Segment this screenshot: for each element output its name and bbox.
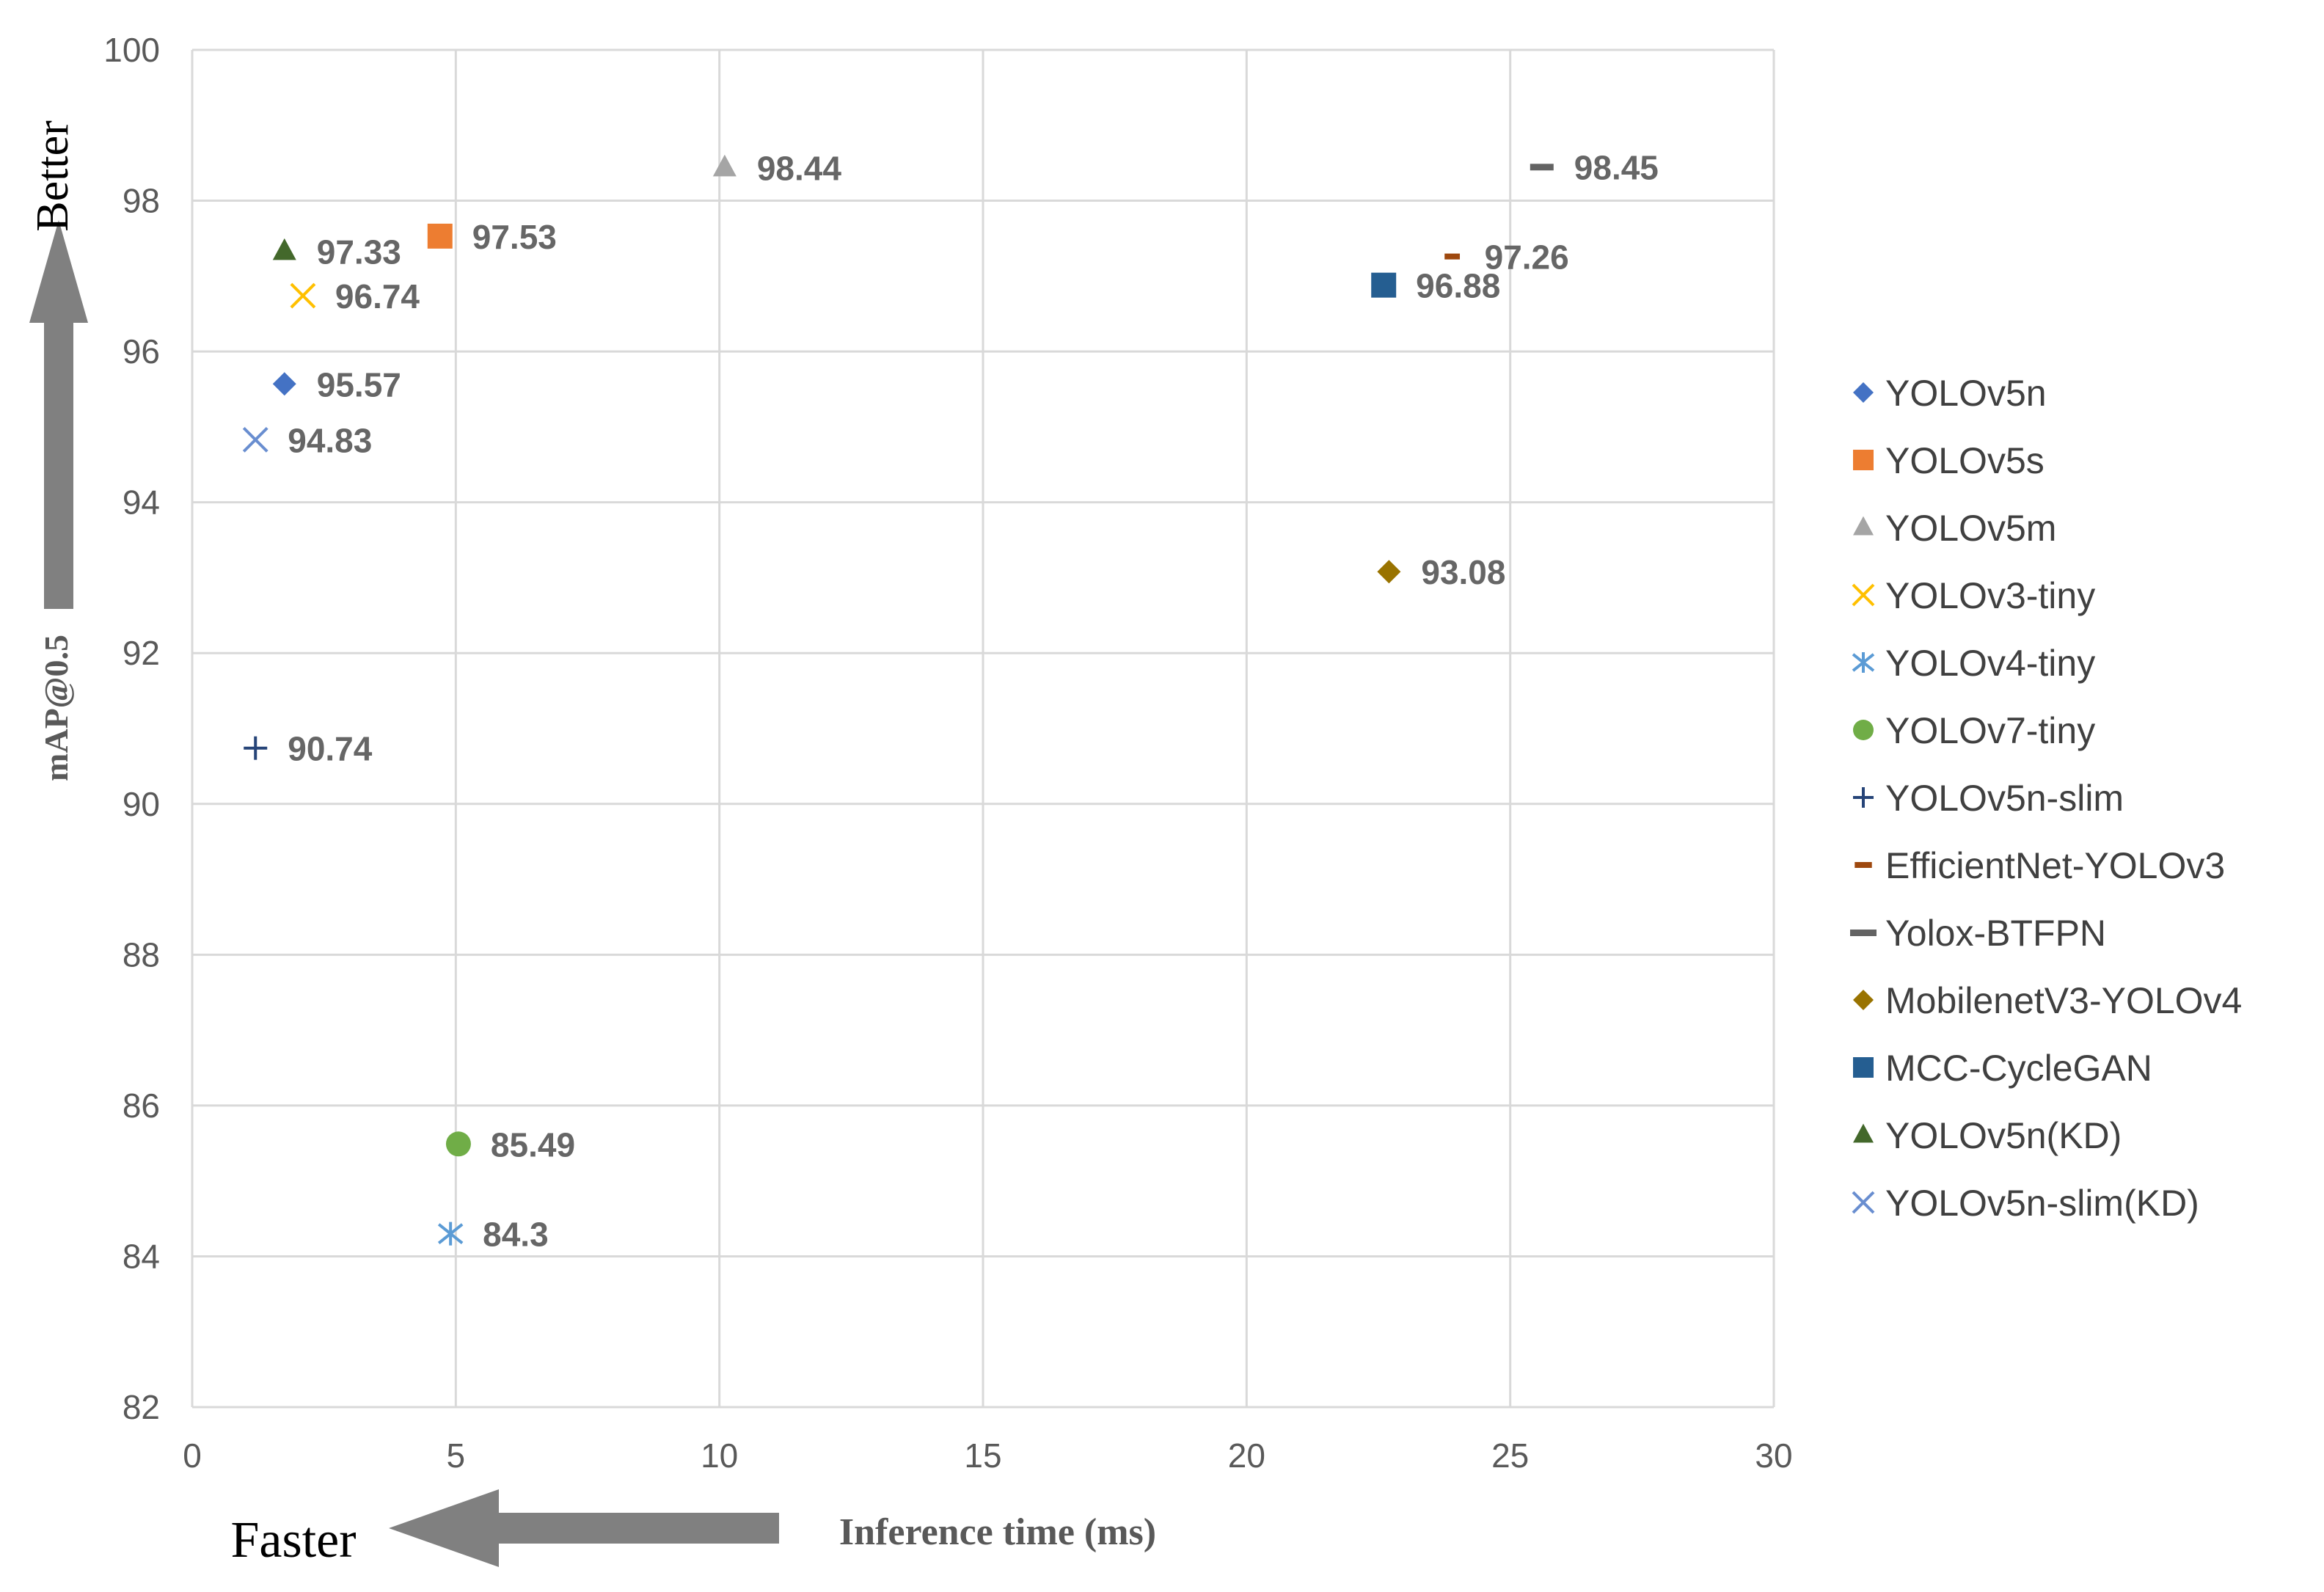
y-tick-label: 100 <box>103 31 160 69</box>
point-yolov5s <box>427 223 453 249</box>
data-label-mcc-cyclegan: 96.88 <box>1416 267 1500 305</box>
data-label-yolov7-tiny: 85.49 <box>491 1125 575 1164</box>
data-label-yolov5n-slim: 90.74 <box>288 730 373 768</box>
point-efficientnet-yolov3 <box>1444 253 1461 260</box>
better-label: Better <box>28 120 78 232</box>
point-yolov3-tiny <box>290 282 316 309</box>
better-arrow <box>29 220 88 609</box>
legend-label-yolov5n: YOLOv5n <box>1885 373 2047 414</box>
legend-marker-mobilenetv3-yolov4 <box>1853 990 1874 1010</box>
legend-label-mcc-cyclegan: MCC-CycleGAN <box>1885 1048 2152 1089</box>
x-tick-label: 30 <box>1755 1436 1792 1475</box>
data-label-yolov3-tiny: 96.74 <box>335 277 420 315</box>
data-label-yolov5n: 95.57 <box>317 365 401 404</box>
y-tick-label: 94 <box>123 483 160 522</box>
legend: YOLOv5n YOLOv5s YOLOv5m YOLOv3-tiny YOLOv4-t… <box>1850 373 2242 1224</box>
point-yolov3-tiny-stroke <box>290 282 316 309</box>
point-yolov5n-slim-kd-stroke <box>242 426 268 453</box>
data-label-yolov5n-slim-kd: 94.83 <box>288 421 372 459</box>
x-axis-title: Inference time (ms) <box>839 1511 1156 1553</box>
legend-marker-yolov4-tiny <box>1852 652 1875 673</box>
legend-marker-yolov5n-slim <box>1853 787 1874 808</box>
legend-marker-yolov5n-slim-kd <box>1852 1191 1875 1214</box>
gridlines <box>191 48 1775 1409</box>
data-labels: 95.5797.5398.4496.7484.385.4990.7497.269… <box>288 148 1659 1253</box>
y-tick-label: 82 <box>123 1388 160 1426</box>
y-tick-label: 88 <box>123 935 160 974</box>
x-tick-label: 20 <box>1228 1436 1265 1475</box>
x-tick-label: 15 <box>964 1436 1001 1475</box>
legend-marker-yolov5m <box>1853 516 1874 536</box>
legend-label-efficientnet-yolov3: EfficientNet-YOLOv3 <box>1885 845 2225 886</box>
data-label-yolox-btfpn: 98.45 <box>1574 148 1659 186</box>
x-tick-label: 0 <box>183 1436 202 1475</box>
data-label-yolov5n-kd: 97.33 <box>317 233 401 271</box>
legend-marker-yolov5n <box>1853 382 1874 403</box>
legend-marker-yolov5s <box>1853 450 1874 470</box>
legend-marker-yolov5n-slim-kd-stroke <box>1852 1191 1875 1214</box>
point-yolov5n-kd <box>272 238 296 260</box>
point-mobilenetv3-yolov4 <box>1377 560 1401 584</box>
legend-label-yolov5s: YOLOv5s <box>1885 440 2045 481</box>
y-tick-label: 98 <box>123 182 160 220</box>
y-tick-label: 92 <box>123 634 160 672</box>
legend-marker-yolox-btfpn <box>1850 930 1877 936</box>
point-yolov5n-slim <box>244 736 268 760</box>
x-tick-label: 10 <box>701 1436 738 1475</box>
legend-marker-yolov5n-kd <box>1853 1123 1874 1143</box>
legend-label-yolov5m: YOLOv5m <box>1885 508 2056 549</box>
legend-label-yolov4-tiny: YOLOv4-tiny <box>1885 643 2095 684</box>
data-points <box>242 154 1554 1246</box>
y-tick-label: 84 <box>123 1237 160 1275</box>
faster-arrow <box>389 1489 779 1567</box>
legend-label-yolox-btfpn: Yolox-BTFPN <box>1885 913 2106 954</box>
data-label-efficientnet-yolov3: 97.26 <box>1485 238 1569 277</box>
legend-label-mobilenetv3-yolov4: MobilenetV3-YOLOv4 <box>1885 980 2242 1021</box>
faster-label: Faster <box>230 1512 356 1569</box>
data-label-mobilenetv3-yolov4: 93.08 <box>1421 553 1505 591</box>
data-label-yolov4-tiny: 84.3 <box>483 1216 549 1254</box>
legend-label-yolov5n-slim-kd: YOLOv5n-slim(KD) <box>1885 1183 2199 1224</box>
y-tick-label: 90 <box>123 785 160 823</box>
data-label-yolov5s: 97.53 <box>472 218 557 256</box>
x-tick-label: 25 <box>1491 1436 1529 1475</box>
legend-marker-yolov7-tiny <box>1853 720 1874 740</box>
point-yolov5n-slim-kd <box>242 426 268 453</box>
legend-marker-mcc-cyclegan <box>1853 1057 1874 1078</box>
legend-label-yolov3-tiny: YOLOv3-tiny <box>1885 575 2095 616</box>
point-mcc-cyclegan <box>1371 272 1397 298</box>
legend-marker-yolov3-tiny <box>1852 583 1875 607</box>
legend-label-yolov5n-slim: YOLOv5n-slim <box>1885 778 2124 819</box>
legend-marker-efficientnet-yolov3 <box>1855 862 1872 868</box>
legend-label-yolov7-tiny: YOLOv7-tiny <box>1885 710 2095 751</box>
point-yolov4-tiny <box>437 1222 464 1246</box>
point-yolov7-tiny <box>445 1131 471 1157</box>
y-tick-labels: 82 84 86 88 90 92 94 96 98 100 <box>103 31 160 1426</box>
x-tick-label: 5 <box>447 1436 466 1475</box>
x-tick-labels: 0 5 10 15 20 25 30 <box>183 1436 1792 1475</box>
point-yolox-btfpn <box>1530 164 1554 171</box>
data-label-yolov5m: 98.44 <box>757 149 842 187</box>
point-yolov5n <box>272 372 296 396</box>
y-axis-title: mAP@0.5 <box>37 635 75 781</box>
legend-label-yolov5n-kd: YOLOv5n(KD) <box>1885 1115 2122 1156</box>
point-yolov5m <box>712 154 737 177</box>
y-tick-label: 86 <box>123 1087 160 1125</box>
legend-marker-yolov3-tiny-stroke <box>1852 583 1875 607</box>
y-tick-label: 96 <box>123 332 160 370</box>
